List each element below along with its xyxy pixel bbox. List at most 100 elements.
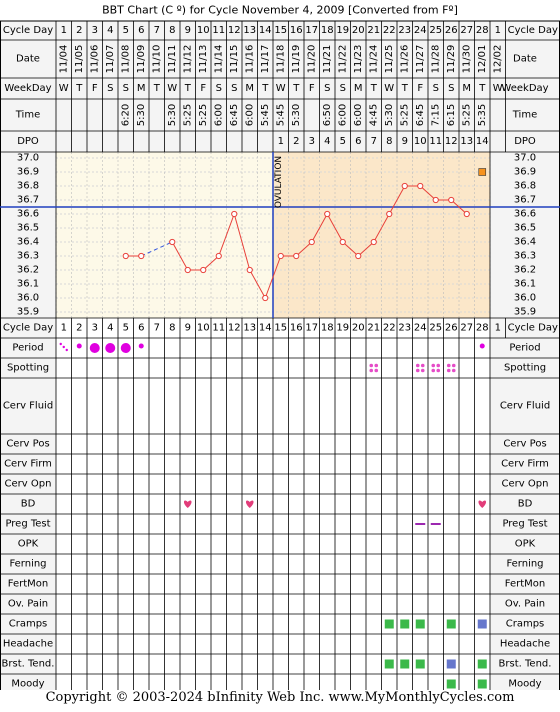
cycle-day-label: 3 (92, 323, 98, 334)
temp-line-segment (233, 213, 251, 271)
temp-point (432, 196, 439, 204)
row-label-ov_pain: Ov. Pain (8, 599, 48, 610)
temp-line-segment (218, 213, 235, 257)
cycle-day-label: 27 (460, 25, 473, 36)
temp-tick-label-right: 36.4 (514, 237, 536, 248)
cycle-day-label: 14 (259, 25, 272, 36)
time-label: 5:25 (182, 104, 193, 126)
time-label: 6:45 (415, 104, 426, 126)
moody-marker (477, 679, 487, 689)
row-label-fertmon: FertMon (8, 579, 48, 590)
temp-point (277, 252, 284, 260)
dpo-label: 10 (414, 136, 427, 147)
spotting-dot (451, 368, 456, 373)
spotting-dot (451, 363, 456, 368)
brst-tend-marker-blue (446, 659, 456, 669)
row-label-bg (490, 454, 560, 474)
temp-point (169, 238, 176, 246)
brst-tend-marker (400, 659, 410, 669)
temp-line-segment (388, 185, 406, 215)
row-label-bg (490, 574, 560, 594)
time-label: 5:30 (167, 104, 178, 126)
cycle-day-label: 10 (197, 25, 210, 36)
row-label-time: Time (15, 110, 40, 121)
temp-line-segment (171, 241, 189, 271)
row-label-right-brst_tend: Brst. Tend. (499, 659, 552, 670)
temp-line-segment (264, 255, 282, 299)
cycle-day-label: 8 (169, 25, 175, 36)
row-label-right-time: Time (512, 110, 537, 121)
period-heavy-dot (105, 343, 116, 353)
row-label-bg (490, 434, 560, 454)
weekday-label: T (478, 83, 486, 94)
temp-tick-label-left: 36.8 (17, 181, 39, 192)
cycle-day-label: 26 (445, 323, 458, 334)
cycle-day-label: 14 (259, 323, 272, 334)
time-label: 6:45 (229, 104, 240, 126)
time-label: 5:45 (260, 104, 271, 126)
cycle-day-label: 2 (76, 25, 82, 36)
temp-point (308, 238, 315, 246)
cycle-day-label: 7 (154, 25, 160, 36)
date-label: 12/01 (477, 45, 488, 74)
date-label: 12/02 (492, 45, 503, 74)
row-label-right-cerv_fluid: Cerv Fluid (500, 401, 550, 412)
time-label: 4:45 (368, 104, 379, 126)
brst-tend-marker (384, 659, 394, 669)
temp-tick-label-right: 35.9 (514, 307, 536, 318)
row-label-cycle_day: Cycle Day (3, 323, 53, 334)
header-row-bg (0, 131, 560, 152)
row-label-right-headache: Headache (500, 639, 550, 650)
weekday-label: M (354, 83, 363, 94)
date-label: 11/28 (430, 45, 441, 74)
temp-point (324, 210, 331, 218)
dpo-label: 4 (324, 136, 330, 147)
row-label-right-cerv_opn: Cerv Opn (502, 479, 549, 490)
date-label: 11/16 (244, 45, 255, 74)
temp-point (215, 252, 222, 260)
temp-line-segment (450, 199, 468, 215)
weekday-label: W (167, 83, 177, 94)
temp-tick-label-left: 36.5 (17, 223, 39, 234)
dpo-label: 8 (386, 136, 392, 147)
row-label-right-weekday: WeekDay (501, 83, 548, 94)
moody-marker (446, 679, 456, 689)
spotting-dot (369, 368, 374, 373)
cycle-day-label: 3 (92, 25, 98, 36)
cramps-marker (384, 619, 394, 629)
cycle-day-label: 19 (336, 323, 349, 334)
header-row-bg (0, 40, 560, 78)
temp-line-segment (311, 213, 328, 243)
time-label: 6:50 (322, 104, 333, 126)
spotting-dot (436, 363, 441, 368)
cycle-day-label: 24 (414, 25, 427, 36)
header-row-bg (0, 21, 560, 40)
date-label: 11/07 (105, 45, 116, 74)
temp-tick-label-right: 36.5 (514, 223, 536, 234)
row-label-bg (490, 358, 560, 378)
dpo-label: 3 (309, 136, 315, 147)
cycle-day-label: 27 (460, 323, 473, 334)
row-label-bg (490, 554, 560, 574)
weekday-label: T (401, 83, 409, 94)
temp-point (262, 294, 269, 302)
row-label-moody: Moody (11, 679, 44, 690)
weekday-label: W (384, 83, 394, 94)
temp-tick-label-left: 36.6 (17, 209, 39, 220)
row-label-right-moody: Moody (508, 679, 541, 690)
cycle-day-label: 28 (476, 25, 489, 36)
dpo-label: 2 (293, 136, 299, 147)
temp-tick-label-right: 36.0 (514, 293, 536, 304)
spotting-dot (431, 368, 436, 373)
row-label-right-bd: BD (518, 499, 533, 510)
spotting-dot (446, 368, 451, 373)
cycle-day-label: 17 (305, 25, 318, 36)
date-label: 11/29 (446, 45, 457, 74)
weekday-label: S (123, 83, 129, 94)
spotting-dot (369, 363, 374, 368)
temp-point (370, 238, 377, 246)
time-label: 5:25 (399, 104, 410, 126)
cycle-day-label: 15 (274, 323, 287, 334)
weekday-label: S (216, 83, 222, 94)
bbt-chart-svg: BBT Chart (C º) for Cycle November 4, 20… (0, 4, 560, 695)
